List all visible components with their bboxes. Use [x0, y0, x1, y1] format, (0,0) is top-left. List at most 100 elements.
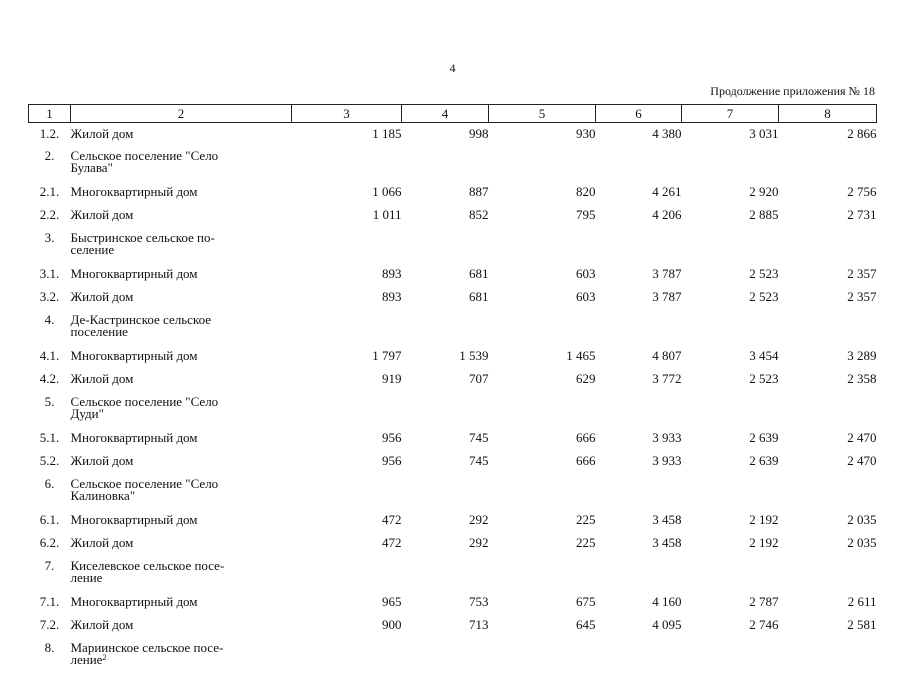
row-number: 7.: [29, 556, 71, 592]
value-cell-col5: [489, 392, 596, 428]
value-cell-col3: [292, 310, 402, 346]
value-cell-col4: 292: [402, 510, 489, 533]
settlement-row: 3.Быстринское сельское по-селение: [29, 228, 877, 264]
row-number: 3.1.: [29, 264, 71, 287]
value-cell-col5: 820: [489, 182, 596, 205]
value-cell-col8: 2 357: [779, 287, 877, 310]
value-cell-col8: 2 611: [779, 592, 877, 615]
row-name: Жилой дом: [71, 287, 292, 310]
row-name-line-text: селение: [71, 242, 115, 257]
row-number: 7.2.: [29, 615, 71, 638]
row-number: 3.: [29, 228, 71, 264]
row-number: 3.2.: [29, 287, 71, 310]
value-cell-col4: 745: [402, 451, 489, 474]
value-cell-col7: 2 787: [682, 592, 779, 615]
value-cell-col7: 2 639: [682, 428, 779, 451]
value-cell-col8: [779, 556, 877, 592]
value-cell-col4: [402, 146, 489, 182]
value-cell-col6: 4 095: [596, 615, 682, 638]
value-cell-col8: 2 866: [779, 123, 877, 147]
value-cell-col4: 292: [402, 533, 489, 556]
value-cell-col3: 919: [292, 369, 402, 392]
column-header: 4: [402, 105, 489, 123]
row-name-line-text: поселение: [71, 324, 128, 339]
page-number: 4: [0, 61, 905, 76]
row-number: 5.1.: [29, 428, 71, 451]
value-cell-col3: [292, 474, 402, 510]
row-name: Жилой дом: [71, 615, 292, 638]
row-number: 7.1.: [29, 592, 71, 615]
value-cell-col3: 956: [292, 451, 402, 474]
value-cell-col4: [402, 228, 489, 264]
row-name-line: поселение: [71, 326, 292, 338]
row-number: 4.1.: [29, 346, 71, 369]
value-cell-col3: 893: [292, 264, 402, 287]
value-cell-col7: 3 454: [682, 346, 779, 369]
value-cell-col5: 603: [489, 287, 596, 310]
value-cell-col7: 2 523: [682, 287, 779, 310]
row-number: 6.2.: [29, 533, 71, 556]
row-name-line-text: Булава": [71, 160, 113, 175]
column-header: 3: [292, 105, 402, 123]
value-cell-col5: 225: [489, 510, 596, 533]
value-cell-col6: 3 787: [596, 287, 682, 310]
row-name-line-text: ление: [71, 652, 103, 667]
value-cell-col6: [596, 638, 682, 674]
value-cell-col5: [489, 638, 596, 674]
value-cell-col5: 930: [489, 123, 596, 147]
row-name: Жилой дом: [71, 123, 292, 147]
row-name-line: Булава": [71, 162, 292, 174]
value-cell-col5: [489, 556, 596, 592]
value-cell-col8: 2 756: [779, 182, 877, 205]
value-cell-col5: 225: [489, 533, 596, 556]
value-cell-col7: 2 746: [682, 615, 779, 638]
column-header: 2: [71, 105, 292, 123]
row-number: 2.: [29, 146, 71, 182]
appendix-continuation-note: Продолжение приложения № 18: [710, 84, 875, 99]
value-cell-col4: [402, 638, 489, 674]
column-header: 6: [596, 105, 682, 123]
value-cell-col5: 645: [489, 615, 596, 638]
value-cell-col5: [489, 310, 596, 346]
value-cell-col4: 852: [402, 205, 489, 228]
row-number: 4.2.: [29, 369, 71, 392]
value-cell-col6: [596, 146, 682, 182]
settlement-row: 7.Киселевское сельское посе-ление: [29, 556, 877, 592]
settlement-row: 8.Мариинское сельское посе-ление2: [29, 638, 877, 674]
row-name: Многоквартирный дом: [71, 510, 292, 533]
value-cell-col8: 2 357: [779, 264, 877, 287]
column-header: 8: [779, 105, 877, 123]
value-cell-col7: 3 031: [682, 123, 779, 147]
value-cell-col6: 4 380: [596, 123, 682, 147]
row-name-line: Киселевское сельское посе-: [71, 560, 292, 572]
column-number-row: 1 2 3 4 5 6 7 8: [29, 105, 877, 123]
value-cell-col8: [779, 638, 877, 674]
value-cell-col4: 753: [402, 592, 489, 615]
value-cell-col8: 2 581: [779, 615, 877, 638]
value-cell-col5: [489, 228, 596, 264]
value-cell-col3: [292, 638, 402, 674]
value-cell-col6: 4 206: [596, 205, 682, 228]
row-number: 8.: [29, 638, 71, 674]
value-cell-col3: 1 797: [292, 346, 402, 369]
value-cell-col6: 3 933: [596, 451, 682, 474]
value-cell-col7: 2 523: [682, 369, 779, 392]
value-cell-col5: 666: [489, 451, 596, 474]
value-cell-col5: 603: [489, 264, 596, 287]
row-name: Жилой дом: [71, 451, 292, 474]
row-number: 2.1.: [29, 182, 71, 205]
value-cell-col8: [779, 310, 877, 346]
row-name: Жилой дом: [71, 205, 292, 228]
